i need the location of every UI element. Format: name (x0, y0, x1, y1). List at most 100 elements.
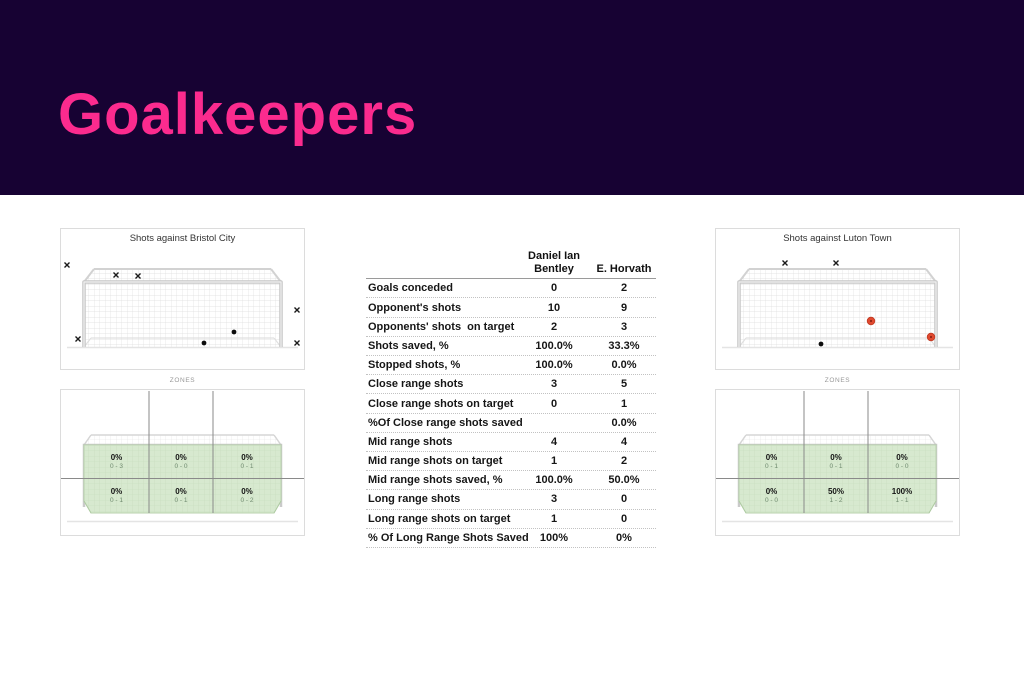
zone-goals-shots-ratio: 0 - 2 (240, 497, 254, 505)
stat-label: Goals conceded (368, 282, 453, 295)
goal-art-svg (722, 268, 953, 349)
stat-value-bentley: 4 (550, 435, 558, 448)
zones-art-svg (61, 391, 304, 523)
zone-goals-shots-ratio: 0 - 1 (174, 497, 188, 505)
shot-miss-x-icon (294, 340, 300, 346)
zone-save-percent: 0% (110, 486, 123, 496)
zone-goals-shots-ratio: 0 - 0 (174, 463, 188, 471)
table-row: Stopped shots, % 100.0% 0.0% (366, 356, 656, 376)
shot-marker-miss (833, 260, 840, 267)
table-row: Goals conceded 0 2 (366, 279, 656, 299)
zone-goals-shots-ratio: 1 - 2 (829, 497, 843, 505)
shot-miss-x-icon (294, 307, 300, 313)
stat-label: Mid range shots on target (368, 455, 503, 468)
zone-cell: 0% 0 - 0 (739, 479, 804, 513)
stat-label: Shots saved, % (368, 339, 449, 352)
stat-value-horvath: 0 (620, 493, 628, 506)
table-row: Opponents' shots on target 2 3 (366, 318, 656, 337)
stat-value-horvath: 9 (620, 301, 628, 314)
stat-label: % Of Long Range Shots Saved (368, 531, 529, 544)
stat-label: Opponent's shots (368, 301, 462, 314)
stat-label: %Of Close range shots saved (368, 416, 523, 429)
shot-marker-miss (294, 307, 301, 314)
shot-marker-miss (113, 272, 120, 279)
shot-saved-dot-icon (201, 340, 207, 346)
zone-save-percent: 0% (241, 486, 253, 496)
stat-label: Opponents' shots on target (368, 320, 515, 333)
table-row: %Of Close range shots saved 0.0% (366, 414, 656, 433)
stat-value-bentley: 0 (550, 282, 558, 295)
table-row: Close range shots 3 5 (366, 375, 656, 395)
stat-value-horvath: 0% (616, 531, 632, 544)
zone-goals-shots-ratio: 0 - 1 (764, 463, 778, 471)
stat-label: Mid range shots (368, 435, 453, 448)
zone-save-percent: 0% (765, 486, 778, 496)
stat-value-bentley: 100% (539, 531, 569, 544)
zone-cell: 0% 0 - 0 (149, 446, 213, 478)
shot-marker-goal (926, 332, 936, 342)
table-header-row: Daniel Ian Bentley E. Horvath (366, 250, 656, 280)
zone-cell: 0% 0 - 3 (84, 446, 149, 478)
stat-value-horvath: 0.0% (611, 416, 637, 429)
shot-marker-save (818, 341, 824, 347)
zones-art-svg (716, 391, 959, 523)
zone-save-percent: 50% (827, 486, 844, 496)
zones-label-luton: ZONES (824, 377, 851, 384)
shot-map-bristol-title: Shots against Bristol City (129, 233, 236, 244)
stat-label: Long range shots on target (368, 512, 511, 525)
stat-value-bentley: 3 (550, 378, 558, 391)
zone-goals-shots-ratio: 0 - 0 (764, 497, 778, 505)
zone-cell: 0% 0 - 1 (84, 479, 149, 513)
zone-cell: 0% 0 - 2 (213, 479, 281, 513)
stat-label: Close range shots on target (368, 397, 514, 410)
stat-value-bentley: 10 (547, 301, 561, 314)
stat-value-bentley: 1 (550, 512, 558, 525)
shot-marker-miss (294, 340, 301, 347)
zone-goals-shots-ratio: 0 - 1 (109, 497, 123, 505)
stat-value-horvath: 4 (620, 435, 628, 448)
zone-goals-shots-ratio: 0 - 1 (240, 463, 254, 471)
goal-conceded-icon (866, 316, 876, 326)
goalkeeper-stats-table: Daniel Ian Bentley E. Horvath Goals conc… (366, 250, 656, 548)
stat-value-bentley: 100.0% (535, 474, 573, 487)
table-row: % Of Long Range Shots Saved 100% 0% (366, 529, 656, 548)
zone-cell: 50% 1 - 2 (804, 479, 868, 513)
table-header-horvath: E. Horvath (596, 262, 652, 275)
table-row: Shots saved, % 100.0% 33.3% (366, 337, 656, 357)
table-header-bentley: Daniel Ian Bentley (528, 250, 580, 275)
stat-value-bentley: 100.0% (535, 339, 573, 352)
table-row: Mid range shots 4 4 (366, 433, 656, 452)
shot-marker-goal (866, 316, 876, 326)
shot-marker-save (201, 340, 207, 346)
zone-goals-shots-ratio: 1 - 1 (895, 497, 909, 505)
shot-saved-dot-icon (818, 341, 824, 347)
stat-label: Mid range shots saved, % (368, 474, 503, 487)
zones-goal-drawing (61, 390, 304, 540)
zone-save-percent: 0% (765, 452, 778, 462)
shot-marker-miss (782, 260, 789, 267)
table-row: Mid range shots saved, % 100.0% 50.0% (366, 471, 656, 491)
table-row: Mid range shots on target 1 2 (366, 452, 656, 472)
table-row: Long range shots on target 1 0 (366, 510, 656, 529)
zone-cell: 0% 0 - 1 (149, 479, 213, 513)
stat-value-bentley: 2 (550, 320, 558, 333)
shot-marker-miss (135, 273, 142, 280)
table-row: Opponent's shots 10 9 (366, 298, 656, 318)
zone-save-percent: 0% (175, 486, 187, 496)
zone-save-percent: 100% (891, 486, 913, 496)
zones-label-bristol: ZONES (169, 377, 196, 384)
shot-miss-x-icon (75, 336, 81, 342)
zone-save-percent: 0% (830, 452, 842, 462)
zone-cell: 0% 0 - 0 (868, 446, 936, 478)
shot-miss-x-icon (113, 272, 119, 278)
stat-value-horvath: 5 (620, 378, 628, 391)
stat-value-bentley: 100.0% (535, 359, 573, 372)
shot-miss-x-icon (782, 260, 788, 266)
goal-art-svg (67, 268, 298, 349)
zone-cell: 0% 0 - 1 (804, 446, 868, 478)
stat-value-horvath: 2 (620, 282, 628, 295)
stat-label: Close range shots (368, 378, 464, 391)
goal-conceded-icon (926, 332, 936, 342)
table-row: Close range shots on target 0 1 (366, 394, 656, 414)
